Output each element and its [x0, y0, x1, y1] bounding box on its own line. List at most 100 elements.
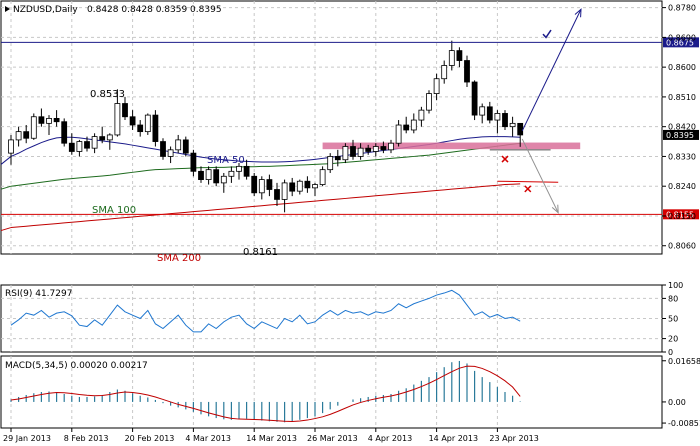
candle[interactable]: [182, 136, 189, 157]
candle[interactable]: [410, 113, 417, 134]
candle[interactable]: [76, 139, 83, 157]
candle[interactable]: [30, 113, 37, 140]
candle[interactable]: [274, 182, 280, 207]
candle[interactable]: [471, 80, 478, 121]
candle[interactable]: [53, 110, 60, 127]
candle[interactable]: [494, 110, 501, 134]
candle[interactable]: [509, 116, 516, 137]
rsi-label: RSI(9) 41.7297: [5, 289, 72, 299]
candle-body: [456, 50, 463, 61]
bullish-arrow: [521, 9, 582, 132]
candle[interactable]: [122, 96, 128, 121]
candle[interactable]: [372, 143, 379, 157]
price-tick-label: 0.8600: [668, 63, 696, 72]
candle[interactable]: [319, 166, 326, 187]
candle[interactable]: [84, 136, 90, 152]
candle[interactable]: [464, 55, 470, 87]
candle[interactable]: [68, 133, 75, 155]
symbol-label: NZDUSD,Daily: [13, 5, 78, 15]
price-panel[interactable]: [0, 0, 663, 255]
candle[interactable]: [357, 143, 364, 160]
bearish-arrow-head: [551, 204, 559, 214]
candle[interactable]: [190, 149, 197, 177]
candle[interactable]: [312, 182, 318, 197]
price-tick-label: 0.8690: [668, 33, 696, 42]
candle[interactable]: [403, 116, 410, 134]
candle-body: [327, 156, 334, 171]
candle[interactable]: [236, 163, 242, 180]
candle[interactable]: [296, 179, 303, 195]
candle-body: [228, 170, 235, 177]
candle[interactable]: [99, 126, 106, 144]
candle[interactable]: [281, 179, 288, 213]
candle[interactable]: [91, 133, 98, 154]
support-zone-rect: [322, 142, 581, 150]
candle-body: [441, 65, 448, 80]
candle[interactable]: [486, 101, 493, 124]
candle[interactable]: [441, 60, 448, 84]
candle[interactable]: [8, 134, 14, 165]
candle[interactable]: [137, 120, 144, 137]
macd-panel[interactable]: [0, 355, 663, 429]
candlesticks[interactable]: [8, 40, 524, 213]
candle[interactable]: [205, 166, 212, 185]
candle[interactable]: [258, 176, 265, 200]
candle[interactable]: [502, 110, 508, 130]
candle[interactable]: [327, 153, 334, 173]
candle[interactable]: [456, 47, 463, 68]
candle-body: [251, 175, 258, 194]
candle[interactable]: [61, 118, 68, 147]
candle[interactable]: [479, 103, 486, 124]
candle[interactable]: [152, 110, 159, 147]
candle-body: [433, 78, 440, 95]
candle[interactable]: [198, 166, 204, 183]
macd-signal-line: [10, 365, 521, 423]
candle[interactable]: [266, 174, 273, 197]
candle[interactable]: [418, 106, 425, 127]
candle[interactable]: [433, 73, 440, 101]
candle[interactable]: [251, 172, 258, 197]
candle[interactable]: [289, 177, 296, 197]
candle[interactable]: [144, 113, 151, 135]
candle[interactable]: [46, 115, 52, 135]
sma50-extension: [0, 156, 12, 165]
candle-body: [167, 149, 174, 157]
candle[interactable]: [426, 90, 432, 114]
candle[interactable]: [129, 110, 136, 130]
candle[interactable]: [380, 141, 387, 154]
candle[interactable]: [334, 149, 341, 167]
candle[interactable]: [220, 172, 227, 193]
time-tick-label: 23 Apr 2013: [489, 434, 538, 443]
support-zone: [322, 142, 581, 150]
candle[interactable]: [228, 166, 235, 183]
candle-body: [289, 182, 296, 192]
candle-body: [129, 116, 136, 126]
candle[interactable]: [106, 133, 113, 150]
candle[interactable]: [15, 126, 22, 147]
candle[interactable]: [38, 108, 45, 127]
candle[interactable]: [213, 166, 220, 187]
candle-body: [319, 169, 326, 185]
candle[interactable]: [395, 120, 402, 147]
candle[interactable]: [388, 139, 394, 154]
candle[interactable]: [167, 146, 174, 164]
candle-body: [266, 179, 273, 190]
candle-body: [395, 124, 402, 144]
candle[interactable]: [365, 144, 372, 155]
sma100-extension: [0, 185, 12, 190]
macd-tick-label: -0.00851: [668, 419, 700, 428]
candle[interactable]: [350, 139, 356, 160]
x-marker-icon: [501, 155, 509, 163]
candle[interactable]: [304, 176, 311, 193]
candle[interactable]: [342, 143, 349, 164]
candle[interactable]: [160, 138, 166, 160]
candle[interactable]: [175, 134, 182, 154]
candle-body: [30, 116, 37, 139]
candle[interactable]: [114, 89, 121, 137]
candle[interactable]: [23, 125, 30, 144]
price-tick-label: 0.8510: [668, 93, 696, 102]
candle[interactable]: [243, 159, 250, 180]
x-marker-icon: [524, 185, 532, 193]
candle[interactable]: [448, 40, 455, 71]
